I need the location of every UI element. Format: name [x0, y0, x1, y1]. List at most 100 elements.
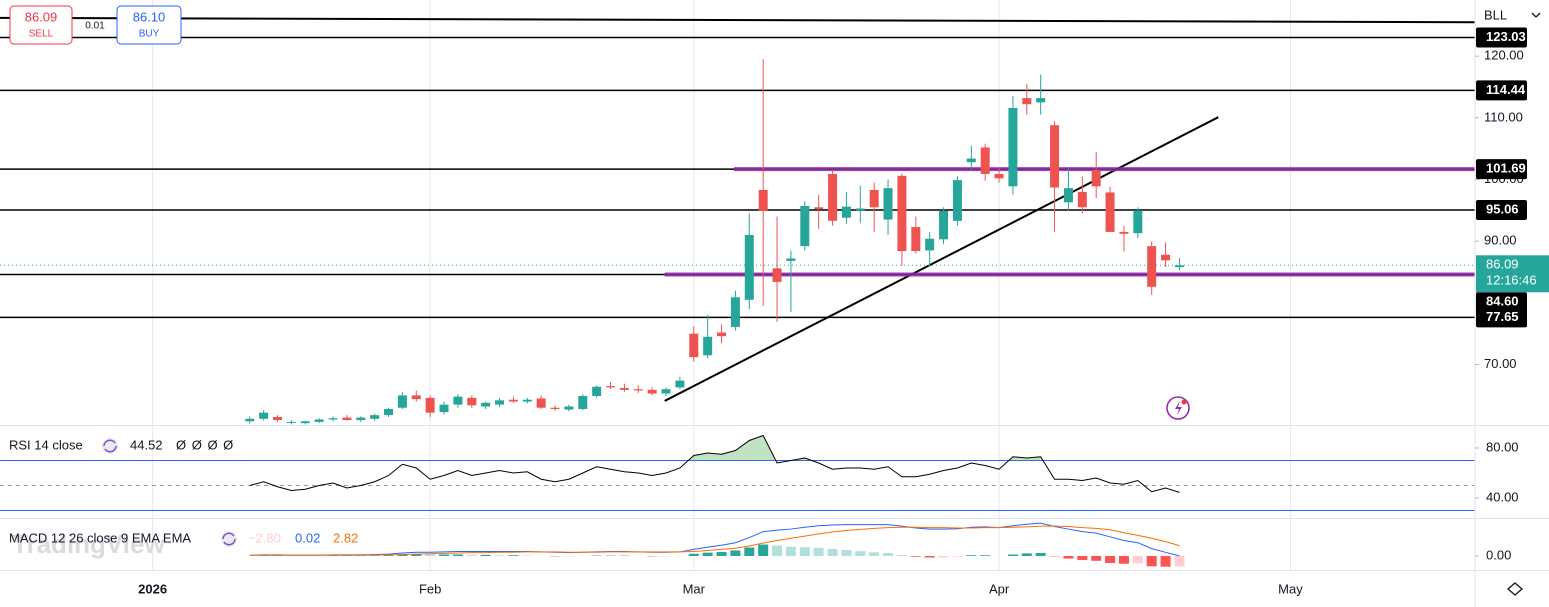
symbol: BLL [1484, 7, 1507, 22]
candle-body [522, 399, 532, 402]
y-tick-label: 70.00 [1484, 356, 1517, 371]
alert-icon-glyph [1175, 401, 1182, 415]
watermark: TradingView [12, 529, 165, 559]
candle-body [952, 180, 962, 221]
level-label: 95.06 [1486, 201, 1519, 216]
macd-histogram-bar [383, 555, 394, 556]
x-tick-label: Feb [419, 581, 441, 596]
level-label-box [1476, 80, 1527, 101]
macd-histogram-bar [841, 550, 852, 556]
candle-body [1022, 98, 1032, 105]
candle-body [1105, 192, 1115, 232]
candle-body [481, 402, 491, 407]
sell-button[interactable] [9, 5, 73, 45]
candle-body [1161, 254, 1171, 261]
buy-price: 86.10 [133, 9, 166, 24]
axis-labels: 2026FebMarAprMay120.00110.00100.0090.007… [138, 27, 1549, 596]
level-label-box [1476, 27, 1527, 48]
candle-body [897, 175, 907, 252]
candle-body [1119, 231, 1129, 234]
candle-body [814, 207, 824, 210]
candle-body [1133, 210, 1143, 234]
macd-y-tick-label: 0.00 [1486, 547, 1511, 562]
macd-histogram-bar [688, 553, 699, 556]
last-price-box [1476, 255, 1549, 293]
candle-body [980, 147, 990, 174]
candle-body [828, 173, 838, 221]
candle-body [439, 404, 449, 413]
macd-histogram-bar [730, 550, 741, 556]
candle-body [370, 415, 380, 419]
candle-body [1036, 98, 1046, 103]
macd-histogram-bar [799, 547, 810, 556]
candle-body [425, 397, 435, 413]
macd-histogram-bar [896, 554, 907, 556]
candle-body [772, 268, 782, 282]
level-label: 101.69 [1486, 161, 1526, 176]
macd-value: 0.02 [295, 530, 320, 545]
candle-body [758, 189, 768, 211]
macd-signal-value: 2.82 [333, 530, 358, 545]
macd-histogram-bar [411, 554, 422, 556]
macd-histogram-bar [480, 554, 491, 556]
macd-histogram-bar [716, 551, 727, 556]
candle-body [994, 173, 1004, 179]
candle-body [717, 332, 727, 337]
candle-body [397, 395, 407, 408]
candle-body [1091, 170, 1101, 187]
candle-body [259, 412, 269, 419]
spread: 0.01 [85, 21, 105, 32]
macd-histogram-bar [855, 551, 866, 556]
macd-histogram-bar [883, 553, 894, 556]
candle-body [356, 417, 366, 421]
y-tick-label: 90.00 [1484, 233, 1517, 248]
macd-histogram-bar [1091, 555, 1102, 561]
candle-body [1077, 191, 1087, 208]
level-label-box [1476, 159, 1527, 180]
macd-histogram-bar [1174, 555, 1185, 567]
buy-button[interactable] [116, 5, 182, 45]
candle-body [245, 418, 255, 422]
alert-dot [1181, 399, 1187, 405]
candle-body [508, 399, 518, 402]
candle-body [592, 386, 602, 397]
macd-histogram-bar [1035, 553, 1046, 556]
candle-body [342, 417, 352, 421]
candle-body [966, 158, 976, 163]
candle-body [300, 421, 310, 424]
signal-line [249, 525, 1180, 556]
candle-body [1063, 188, 1073, 203]
candle-body [883, 188, 893, 220]
settings-icon[interactable] [1507, 582, 1523, 596]
macd-histogram-bar [1021, 553, 1032, 556]
candle-body [619, 387, 629, 390]
macd-histogram-bar [938, 555, 949, 558]
level-label: 84.60 [1486, 294, 1519, 309]
macd-histogram-bar [952, 555, 963, 557]
macd-histogram-bar [397, 554, 408, 556]
candle-body [744, 235, 754, 300]
rsi-title: RSI 14 close [9, 437, 83, 452]
candle-body [467, 397, 477, 406]
buy-label: BUY [139, 29, 160, 40]
sell-price: 86.09 [25, 9, 58, 24]
price-pane [0, 16, 1475, 425]
candle-body [606, 386, 616, 388]
macd-histogram-bar [827, 548, 838, 556]
candle-body [675, 380, 685, 388]
symbol-chevron [1531, 12, 1541, 18]
x-tick-label: Mar [683, 581, 706, 596]
candle-body [730, 297, 740, 327]
macd-histogram-bar [439, 554, 450, 556]
x-tick-label: Apr [989, 581, 1010, 596]
candle-body [578, 396, 588, 409]
macd-histogram-bar [1063, 555, 1074, 559]
x-tick-label: May [1278, 581, 1303, 596]
candle-body [786, 258, 796, 261]
macd-icon-glyph [222, 532, 236, 546]
macd-pane [249, 522, 1185, 567]
candle-body [564, 406, 574, 410]
macd-histogram-bar [1007, 554, 1018, 556]
